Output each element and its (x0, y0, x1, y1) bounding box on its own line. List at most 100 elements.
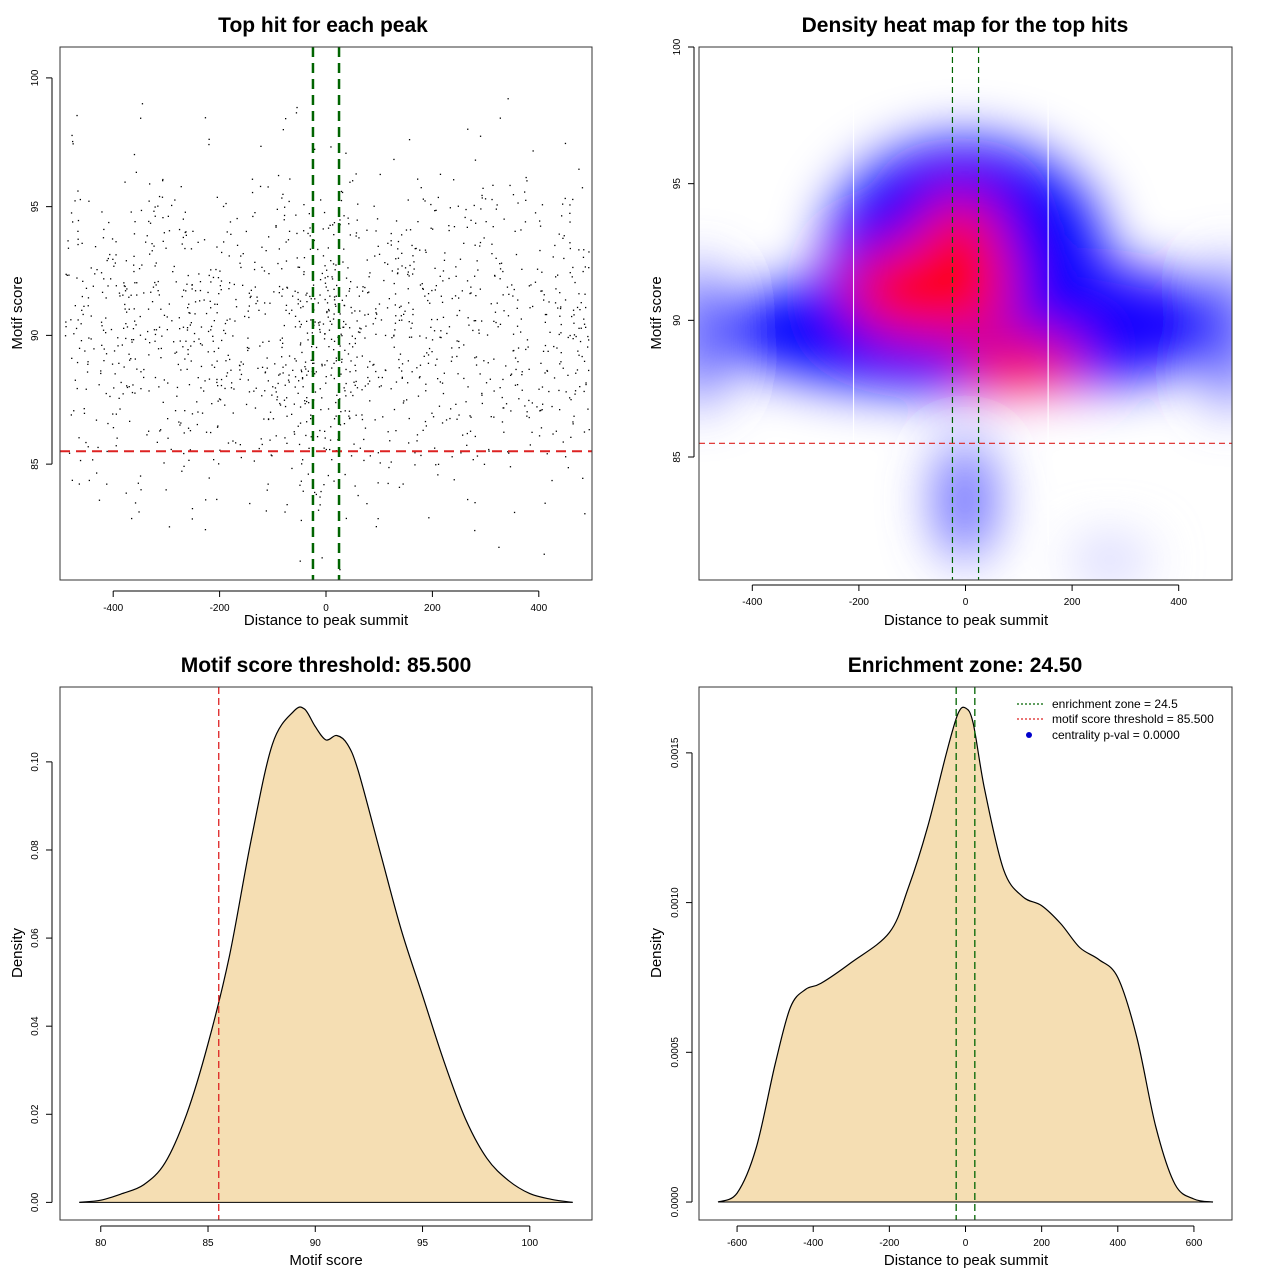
scatter-point (113, 265, 115, 267)
scatter-point (512, 295, 514, 297)
scatter-point (403, 313, 405, 315)
scatter-point (356, 356, 358, 358)
scatter-point (517, 202, 519, 204)
scatter-point (103, 360, 105, 362)
scatter-point (344, 349, 346, 351)
scatter-point (548, 301, 550, 303)
scatter-point (516, 325, 519, 327)
scatter-point (154, 215, 156, 217)
scatter-point (236, 244, 239, 246)
scatter-point (524, 221, 527, 223)
scatter-point (442, 392, 445, 395)
scatter-point (412, 313, 414, 316)
scatter-point (357, 203, 359, 205)
scatter-point (159, 430, 161, 432)
scatter-point (391, 337, 393, 339)
scatter-point (302, 490, 304, 492)
scatter-point (564, 142, 567, 145)
scatter-point (565, 456, 567, 458)
scatter-point (297, 425, 299, 427)
scatter-point (394, 304, 396, 306)
scatter-point (128, 296, 130, 298)
scatter-point (112, 258, 114, 260)
scatter-point (539, 249, 541, 252)
scatter-point (583, 249, 585, 251)
scatter-point (166, 316, 168, 318)
scatter-point (167, 382, 169, 384)
scatter-point (268, 273, 270, 275)
scatter-point (189, 449, 191, 451)
scatter-point (278, 248, 280, 250)
scatter-point (469, 415, 471, 417)
scatter-point (249, 296, 251, 299)
scatter-point (118, 292, 121, 294)
scatter-point (267, 380, 269, 382)
scatter-point (125, 323, 127, 325)
scatter-point (499, 263, 501, 265)
scatter-point (431, 289, 433, 292)
scatter-point (456, 340, 458, 342)
scatter-point (148, 354, 150, 356)
scatter-point (269, 302, 271, 304)
scatter-point (333, 313, 335, 315)
scatter-point (463, 377, 465, 380)
scatter-point (224, 322, 227, 325)
scatter-point (319, 328, 321, 331)
scatter-point (483, 463, 486, 465)
scatter-point (588, 429, 590, 431)
scatter-point (324, 430, 326, 432)
scatter-point (131, 391, 134, 394)
scatter-point (569, 247, 571, 250)
scatter-point (158, 326, 161, 328)
scatter-point (319, 279, 322, 281)
scatter-point (560, 352, 562, 354)
scatter-point (124, 285, 126, 288)
scatter-point (239, 262, 241, 264)
scatter-point (179, 328, 181, 330)
scatter-point (526, 415, 528, 417)
scatter-point (124, 303, 126, 306)
scatter-point (363, 459, 365, 462)
heatmap-x-axis-label: Distance to peak summit (884, 612, 1049, 629)
scatter-point (466, 280, 469, 282)
scatter-point (157, 205, 159, 207)
scatter-point (123, 282, 125, 284)
scatter-point (339, 345, 341, 347)
x-tick-label: 400 (1109, 1238, 1126, 1249)
scatter-point (484, 198, 487, 200)
scatter-point (328, 346, 330, 348)
scatter-point (210, 431, 212, 434)
scatter-point (465, 401, 467, 403)
scatter-point (351, 335, 353, 337)
scatter-point (133, 233, 136, 235)
scatter-point (340, 199, 343, 202)
scatter-point (97, 446, 99, 449)
scatter-point (397, 257, 400, 259)
scatter-point (147, 330, 149, 333)
scatter-point (582, 256, 585, 258)
scatter-point (253, 390, 255, 392)
scatter-point (539, 225, 542, 227)
y-tick-label: 0.04 (30, 1016, 41, 1036)
scatter-point (224, 404, 226, 406)
scatter-point (585, 383, 587, 386)
scatter-point (358, 295, 360, 297)
scatter-point (102, 329, 105, 331)
scatter-point (581, 187, 584, 189)
scatter-point (465, 208, 467, 211)
scatter-point (422, 198, 424, 200)
scatter-point (187, 274, 189, 277)
scatter-point (81, 309, 83, 311)
scatter-point (407, 288, 409, 290)
scatter-point (440, 330, 442, 332)
scatter-point (117, 337, 119, 339)
scatter-point (481, 392, 483, 395)
scatter-point (272, 418, 275, 420)
scatter-point (455, 403, 457, 405)
scatter-point (386, 307, 389, 309)
scatter-point (247, 310, 249, 312)
scatter-point (374, 255, 376, 257)
scatter-point (201, 412, 204, 414)
scatter-point (379, 173, 381, 176)
scatter-point (585, 306, 587, 309)
